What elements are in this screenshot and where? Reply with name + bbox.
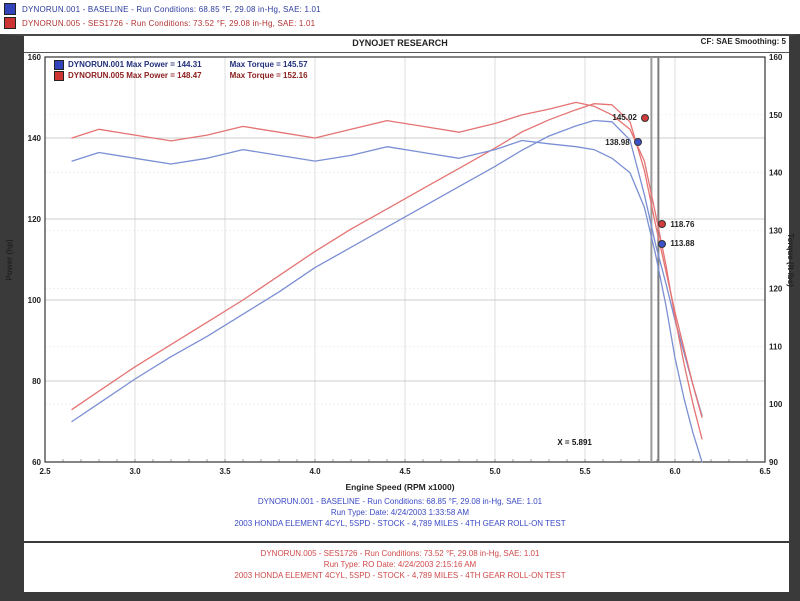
svg-text:2.5: 2.5 [39, 467, 51, 476]
intake-legend-swatch [54, 70, 64, 81]
svg-text:4.5: 4.5 [399, 467, 411, 476]
curve-dynorun-001-power [71, 119, 703, 423]
baseline-max-power: DYNORUN.001 Max Power = 144.31 [68, 60, 202, 69]
svg-text:100: 100 [28, 296, 42, 305]
callout-value: 138.98 [605, 137, 630, 147]
baseline-color-swatch [4, 3, 16, 15]
run-row-baseline: DYNORUN.001 - BASELINE - Run Conditions:… [4, 2, 321, 16]
svg-text:160: 160 [28, 53, 42, 62]
svg-text:60: 60 [32, 458, 41, 467]
data-point-marker [640, 113, 649, 122]
intake-run-conditions: DYNORUN.005 - SES1726 - Run Conditions: … [22, 18, 316, 28]
callout-value: 113.88 [670, 239, 695, 249]
chart-title: DYNOJET RESEARCH [352, 38, 448, 48]
footer-divider [4, 541, 794, 543]
value-callout: 113.88 [658, 239, 694, 248]
baseline-run-info: DYNORUN.001 - BASELINE - Run Conditions:… [30, 496, 770, 529]
data-point-marker [658, 220, 667, 229]
svg-text:110: 110 [769, 342, 782, 351]
run-conditions-legend: DYNORUN.001 - BASELINE - Run Conditions:… [4, 2, 321, 30]
svg-text:160: 160 [769, 53, 783, 62]
svg-text:Torque (ft-lbs): Torque (ft-lbs) [786, 233, 795, 287]
data-point-marker [633, 138, 642, 147]
callout-value: 118.76 [670, 219, 695, 229]
svg-text:120: 120 [769, 284, 783, 293]
curve-dynorun-005-power [71, 103, 703, 419]
callout-value: 145.02 [612, 113, 637, 123]
value-callout: 145.02 [612, 113, 649, 123]
intake-max-power: DYNORUN.005 Max Power = 148.47 [68, 71, 202, 80]
curve-dynorun-001-torque [71, 139, 703, 463]
intake-run-info: DYNORUN.005 - SES1726 - Run Conditions: … [30, 548, 770, 581]
correction-smoothing-label: CF: SAE Smoothing: 5 [700, 37, 786, 46]
svg-text:120: 120 [28, 215, 42, 224]
intake-info-line: Run Type: RO Date: 4/24/2003 2:15:16 AM [323, 560, 477, 569]
value-callout: 138.98 [605, 137, 642, 147]
baseline-info-line: DYNORUN.001 - BASELINE - Run Conditions:… [257, 497, 543, 506]
legend-row-baseline: DYNORUN.001 Max Power = 144.31 Max Torqu… [54, 59, 308, 70]
svg-text:6.0: 6.0 [669, 467, 681, 476]
baseline-legend-swatch [54, 59, 64, 70]
svg-text:6.5: 6.5 [759, 467, 771, 476]
value-callout: 118.76 [658, 220, 694, 229]
baseline-max-torque: Max Torque = 145.57 [229, 60, 308, 69]
header-divider [24, 52, 789, 53]
svg-text:140: 140 [769, 169, 783, 178]
baseline-info-line: Run Type: Date: 4/24/2003 1:33:58 AM [330, 508, 470, 517]
svg-text:3.0: 3.0 [129, 467, 141, 476]
svg-text:80: 80 [32, 377, 41, 386]
svg-text:5.0: 5.0 [489, 467, 501, 476]
data-point-marker [658, 239, 667, 248]
svg-text:4.0: 4.0 [309, 467, 321, 476]
cursor-x-readout: X = 5.891 [557, 438, 592, 447]
max-values-legend: DYNORUN.001 Max Power = 144.31 Max Torqu… [54, 59, 308, 81]
svg-text:5.5: 5.5 [579, 467, 591, 476]
svg-text:3.5: 3.5 [219, 467, 231, 476]
intake-max-torque: Max Torque = 152.16 [229, 71, 308, 80]
baseline-info-line: 2003 HONDA ELEMENT 4CYL, 5SPD - STOCK - … [234, 519, 566, 528]
intake-color-swatch [4, 17, 16, 29]
intake-info-line: 2003 HONDA ELEMENT 4CYL, 5SPD - STOCK - … [234, 571, 566, 580]
curve-dynorun-005-torque [71, 101, 703, 440]
svg-text:140: 140 [28, 134, 42, 143]
x-axis-title: Engine Speed (RPM x1000) [345, 482, 455, 492]
baseline-run-conditions: DYNORUN.001 - BASELINE - Run Conditions:… [22, 4, 321, 14]
intake-info-line: DYNORUN.005 - SES1726 - Run Conditions: … [260, 549, 540, 558]
svg-text:150: 150 [769, 111, 783, 120]
svg-text:90: 90 [769, 458, 778, 467]
svg-text:130: 130 [769, 227, 783, 236]
run-row-intake: DYNORUN.005 - SES1726 - Run Conditions: … [4, 16, 321, 30]
svg-text:100: 100 [769, 400, 783, 409]
svg-text:Power (hp): Power (hp) [5, 239, 14, 281]
legend-row-intake: DYNORUN.005 Max Power = 148.47 Max Torqu… [54, 70, 308, 81]
